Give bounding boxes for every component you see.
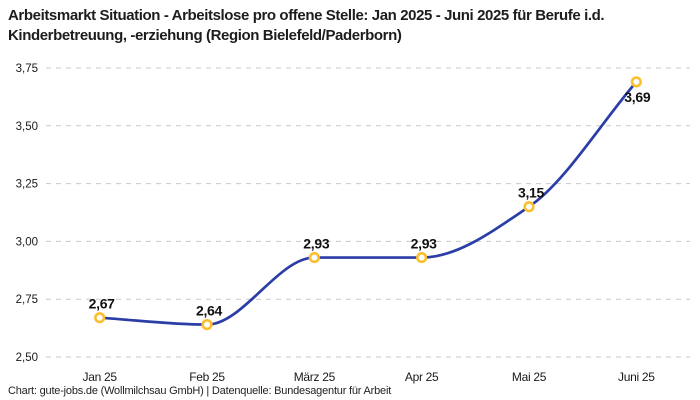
x-tick-label: Mai 25	[512, 370, 547, 384]
y-tick-label: 3,50	[16, 121, 38, 133]
y-tick-label: 3,25	[16, 179, 38, 191]
x-tick-label: Apr 25	[405, 370, 439, 384]
data-point-marker	[94, 312, 106, 324]
y-tick-label: 2,75	[16, 294, 38, 306]
y-tick-label: 3,75	[16, 63, 38, 75]
data-point-marker	[201, 319, 213, 331]
series-line	[98, 80, 638, 326]
data-point-label: 2,93	[411, 236, 438, 252]
x-tick-label: Feb 25	[189, 370, 225, 384]
y-tick-label: 3,00	[16, 236, 38, 248]
data-point-marker	[308, 251, 320, 264]
data-point-label: 2,93	[303, 236, 330, 252]
chart-title: Arbeitsmarkt Situation - Arbeitslose pro…	[8, 7, 605, 44]
data-point-label: 3,69	[624, 89, 651, 105]
data-point-label: 3,15	[518, 185, 545, 201]
data-point-marker	[416, 251, 428, 264]
x-tick-label: März 25	[294, 370, 336, 384]
x-tick-label: Jan 25	[83, 370, 118, 384]
data-point-marker	[523, 201, 535, 213]
y-tick-label: 2,50	[16, 352, 38, 364]
data-point-label: 2,64	[196, 303, 223, 319]
data-point-label: 2,67	[89, 296, 116, 312]
data-point-marker	[630, 76, 642, 88]
x-tick-label: Juni 25	[618, 370, 655, 384]
chart-footer: Chart: gute-jobs.de (Wollmilchsau GmbH) …	[8, 385, 392, 397]
